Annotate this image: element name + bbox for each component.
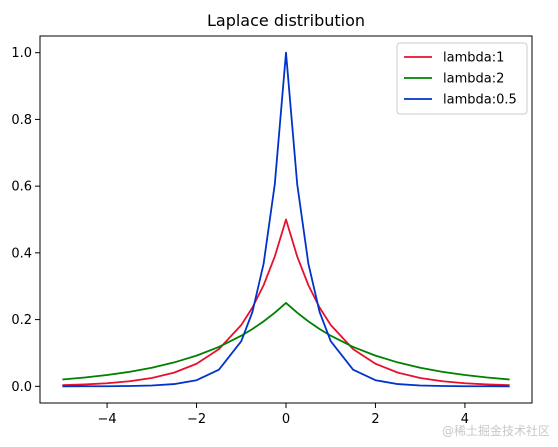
legend-label-2: lambda:0.5: [443, 93, 517, 108]
y-tick-label: 0.8: [11, 113, 32, 128]
series-line-2: [62, 51, 510, 388]
series-line-1: [62, 302, 510, 381]
y-tick-label: 0.0: [11, 380, 32, 395]
legend-label-0: lambda:1: [443, 51, 504, 66]
y-tick-label: 0.2: [11, 313, 32, 328]
legend-label-1: lambda:2: [443, 72, 504, 87]
y-tick-label: 0.6: [11, 180, 32, 195]
axes-layer: −4 −2 0 2 4 0.0 0.2 0.4 0.6 0.8 1.0: [11, 35, 533, 427]
x-tick-label: 4: [461, 412, 469, 427]
legend: lambda:1 lambda:2 lambda:0.5: [396, 42, 528, 115]
y-tick-label: 0.4: [11, 246, 32, 261]
series-line-0: [62, 218, 510, 387]
x-tick-label: −4: [98, 412, 117, 427]
x-tick-label: 2: [371, 412, 379, 427]
series-layer: [62, 51, 510, 388]
legend-box: [396, 42, 528, 115]
watermark: @稀土掘金技术社区: [441, 424, 550, 438]
chart-title: Laplace distribution: [207, 11, 365, 30]
x-tick-label: 0: [282, 412, 290, 427]
x-tick-label: −2: [187, 412, 206, 427]
y-tick-label: 1.0: [11, 46, 32, 61]
